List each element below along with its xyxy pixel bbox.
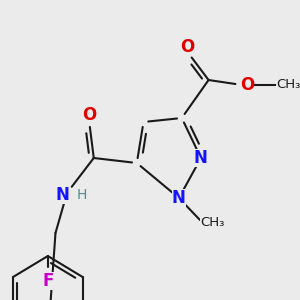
Text: O: O	[82, 106, 96, 124]
Text: O: O	[240, 76, 254, 94]
Text: H: H	[77, 188, 88, 202]
Text: CH₃: CH₃	[200, 215, 225, 229]
Text: N: N	[172, 189, 186, 207]
Text: N: N	[55, 186, 69, 204]
Text: N: N	[194, 149, 208, 167]
Text: O: O	[180, 38, 195, 56]
Text: CH₃: CH₃	[276, 79, 300, 92]
Text: F: F	[42, 272, 53, 290]
